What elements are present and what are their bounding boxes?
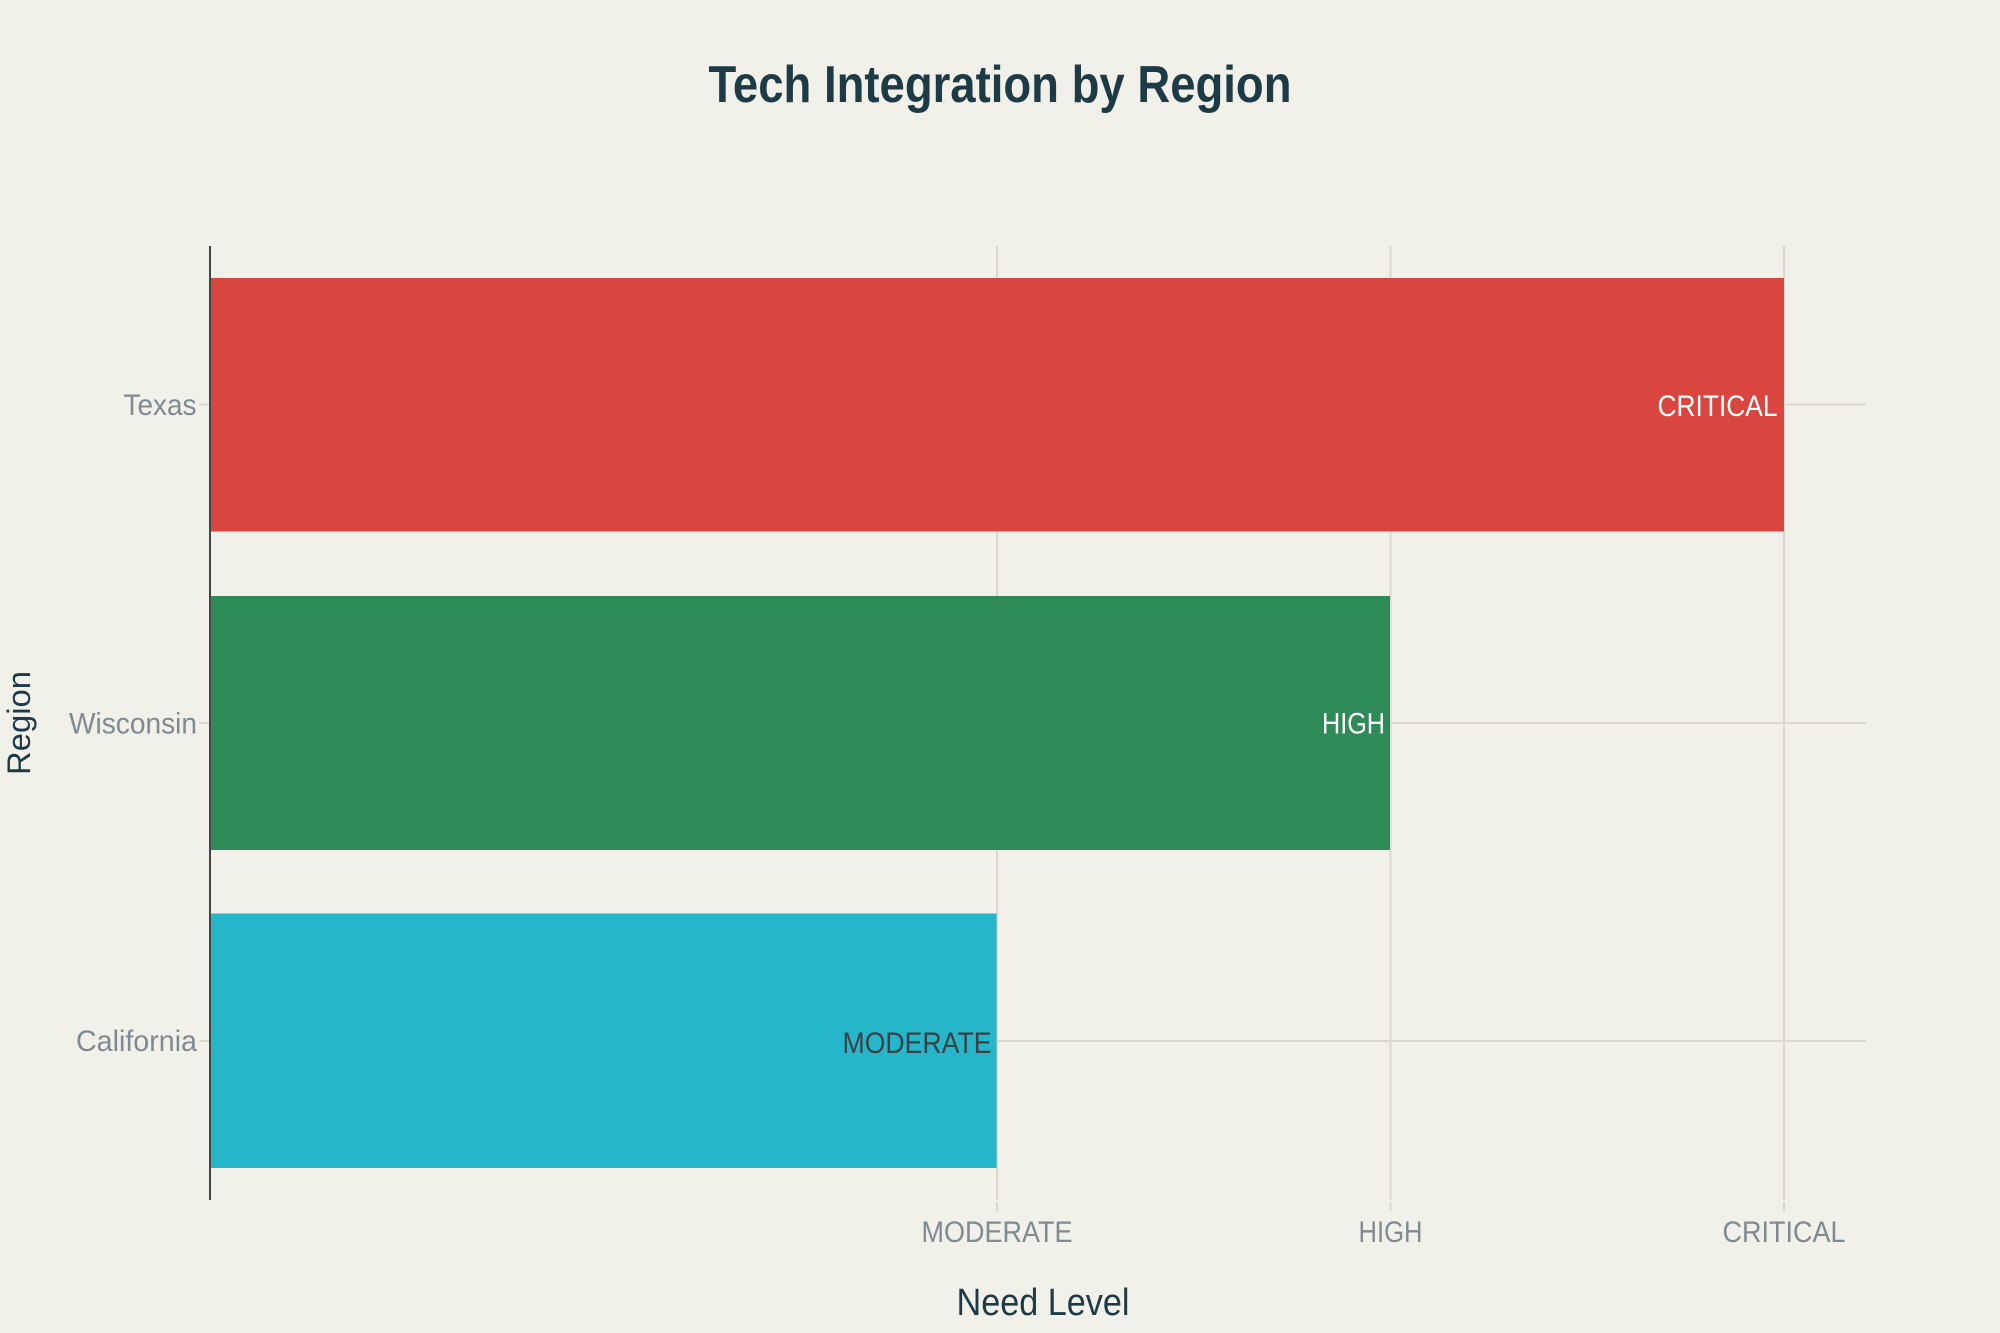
- svg-text:MODERATE: MODERATE: [922, 1216, 1073, 1249]
- svg-text:California: California: [76, 1025, 197, 1058]
- svg-text:CRITICAL: CRITICAL: [1658, 390, 1778, 423]
- svg-text:Need Level: Need Level: [957, 1282, 1130, 1324]
- svg-text:Wisconsin: Wisconsin: [69, 708, 197, 741]
- svg-text:HIGH: HIGH: [1359, 1216, 1423, 1249]
- svg-text:HIGH: HIGH: [1322, 708, 1385, 741]
- svg-text:Region: Region: [1, 671, 37, 775]
- svg-text:CRITICAL: CRITICAL: [1723, 1216, 1846, 1249]
- svg-text:Texas: Texas: [124, 389, 197, 422]
- svg-text:MODERATE: MODERATE: [843, 1027, 992, 1060]
- svg-text:Tech Integration by Region: Tech Integration by Region: [709, 56, 1292, 114]
